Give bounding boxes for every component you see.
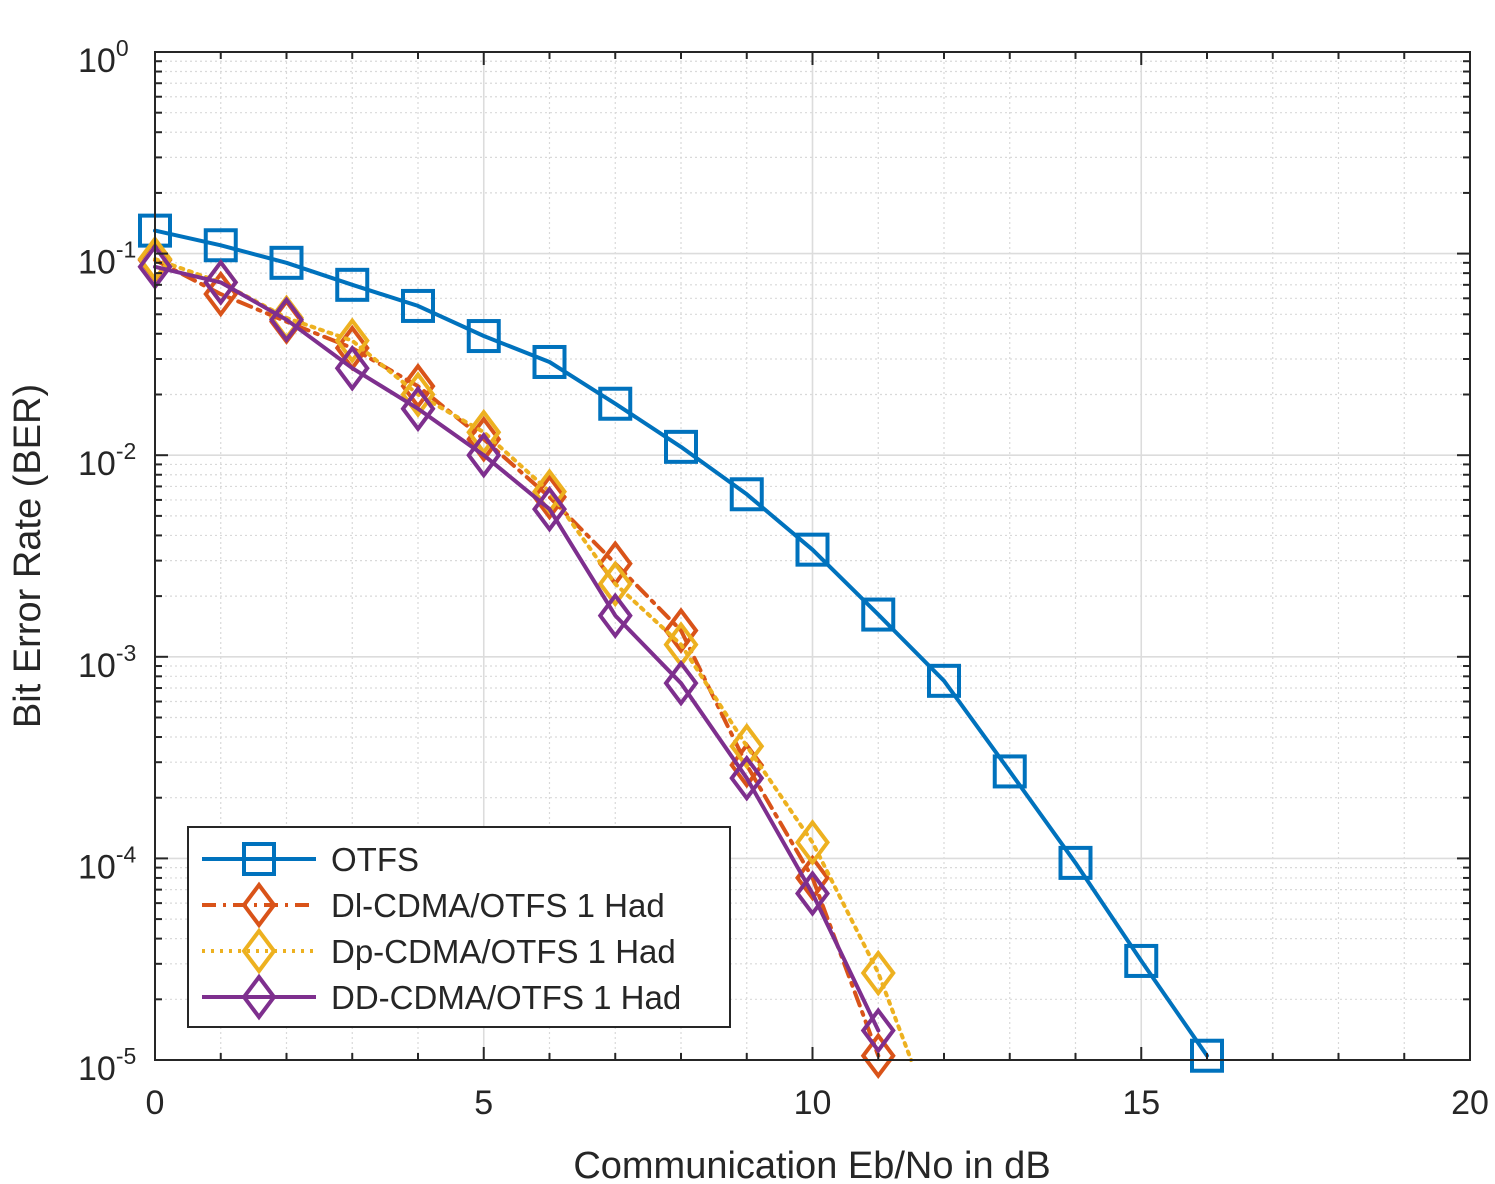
data-point: [795, 532, 830, 567]
data-point: [861, 597, 896, 632]
legend-item: OTFS: [202, 841, 419, 878]
x-tick-label: 5: [474, 1084, 493, 1122]
legend-label: Dp-CDMA/OTFS 1 Had: [331, 933, 676, 970]
legend-marker: [242, 842, 276, 876]
data-point: [532, 473, 567, 521]
legend-label: OTFS: [331, 841, 419, 878]
data-point: [597, 592, 633, 639]
axes: 0 5 10 15 20 100 10-1 10-2 10-3 10-4 10-5: [78, 35, 1489, 1122]
legend-marker: [241, 973, 277, 1021]
legend: OTFS Dl-CDMA/OTFS 1 Had Dp-CDMA/OTFS 1 Had…: [187, 826, 731, 1028]
data-point: [466, 319, 501, 354]
x-tick-label: 0: [146, 1084, 165, 1122]
data-point: [400, 385, 436, 433]
data-point: [203, 259, 239, 306]
series-line: [153, 228, 1209, 1058]
legend-label: Dl-CDMA/OTFS 1 Had: [331, 887, 665, 924]
data-point: [466, 431, 502, 479]
data-point: [334, 344, 370, 392]
data-point: [400, 362, 436, 410]
data-point: [269, 245, 304, 280]
legend-marker: [241, 881, 277, 929]
data-point: [860, 1032, 896, 1080]
legend-marker: [241, 927, 277, 975]
data-point: [532, 485, 567, 533]
x-axis-label: Communication Eb/No in dB: [573, 1145, 1050, 1184]
data-point: [729, 477, 764, 512]
data-point: [663, 659, 699, 707]
data-point: [466, 408, 502, 456]
legend-item: Dl-CDMA/OTFS 1 Had: [202, 881, 665, 929]
data-point: [269, 296, 304, 344]
data-point: [992, 754, 1027, 789]
data-point: [532, 344, 567, 379]
data-point: [1190, 1038, 1224, 1073]
data-point: [400, 371, 436, 418]
series-4: [137, 243, 896, 1054]
data-point: [466, 415, 502, 463]
data-point: [1058, 845, 1093, 880]
data-point: [860, 1007, 896, 1054]
data-point: [401, 288, 435, 323]
y-tick-label: 10-1: [78, 237, 136, 282]
data-point: [927, 663, 961, 698]
data-point: [597, 560, 633, 608]
y-tick-label: 10-3: [78, 640, 136, 685]
data-point: [1124, 943, 1159, 978]
x-tick-label: 10: [794, 1084, 832, 1122]
data-point: [335, 267, 370, 302]
y-tick-label: 10-2: [78, 438, 136, 483]
minor-grid: [155, 52, 1470, 1060]
x-tick-label: 20: [1451, 1084, 1489, 1122]
y-axis-label: Bit Error Rate (BER): [7, 384, 49, 728]
legend-label: DD-CDMA/OTFS 1 Had: [331, 979, 681, 1016]
data-point: [729, 754, 765, 802]
data-point: [663, 607, 699, 654]
data-point: [598, 386, 633, 421]
legend-item: Dp-CDMA/OTFS 1 Had: [202, 927, 676, 975]
x-tick-label: 15: [1122, 1084, 1160, 1122]
y-tick-label: 100: [78, 35, 129, 80]
y-tick-label: 10-5: [78, 1043, 136, 1088]
legend-item: DD-CDMA/OTFS 1 Had: [202, 973, 681, 1021]
data-point: [860, 949, 896, 997]
data-point: [664, 429, 698, 464]
y-tick-label: 10-4: [78, 841, 136, 886]
data-point: [795, 870, 830, 917]
data-point: [729, 722, 765, 770]
data-point: [334, 317, 370, 364]
data-point: [795, 819, 830, 866]
